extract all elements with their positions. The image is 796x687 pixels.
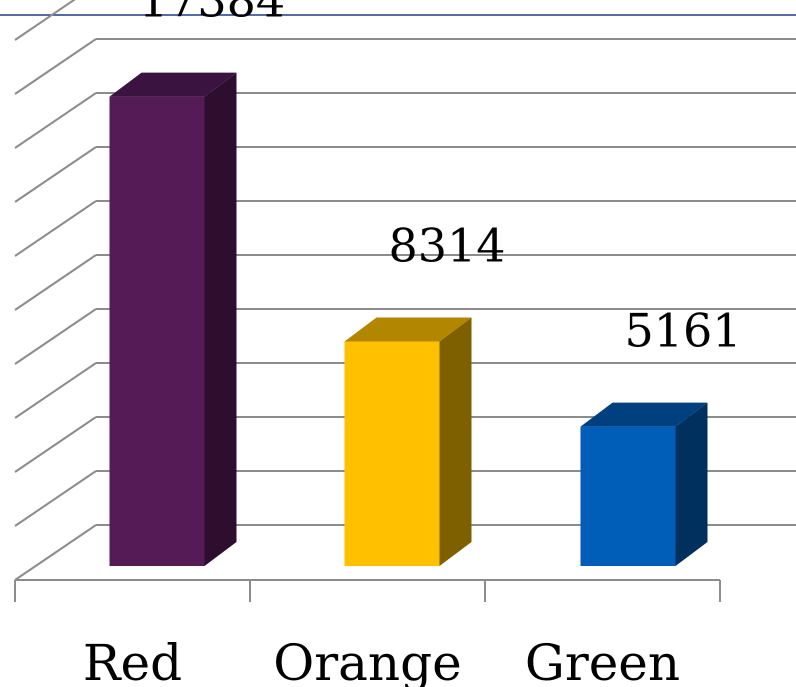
gridline-depth (14, 308, 97, 365)
data-label: 8314 (388, 219, 505, 273)
category-label: Red (83, 634, 182, 687)
data-labels: 17384 8314 5161 (139, 0, 742, 358)
bar-side (675, 402, 708, 566)
gridline-depth (14, 200, 97, 257)
bar-top (344, 317, 472, 342)
bar-side (204, 72, 237, 566)
gridline-depth (14, 0, 76, 41)
bar-top (109, 72, 237, 97)
bar-side (439, 317, 472, 566)
bar-red (109, 72, 237, 566)
bar-front (344, 341, 440, 566)
bar-top (580, 402, 708, 427)
gridline-depth (14, 524, 97, 581)
bar-green (580, 402, 708, 566)
gridline-depth (14, 416, 97, 473)
bar-front (109, 96, 205, 566)
category-label: Green (525, 634, 680, 687)
category-label: Orange (273, 634, 462, 687)
gridline-depth (14, 92, 97, 149)
gridline-depth (14, 254, 97, 311)
data-label: 17384 (139, 0, 285, 28)
gridline-depth (14, 38, 97, 95)
x-axis (14, 579, 721, 602)
category-labels: Red Orange Green (83, 634, 680, 687)
gridline-depth (14, 146, 97, 203)
gridline-depth (14, 470, 97, 527)
data-label: 5161 (624, 304, 741, 358)
gridline-depth (14, 362, 97, 419)
bar-orange (344, 317, 472, 566)
bars (109, 72, 708, 566)
bar-front (580, 426, 676, 566)
